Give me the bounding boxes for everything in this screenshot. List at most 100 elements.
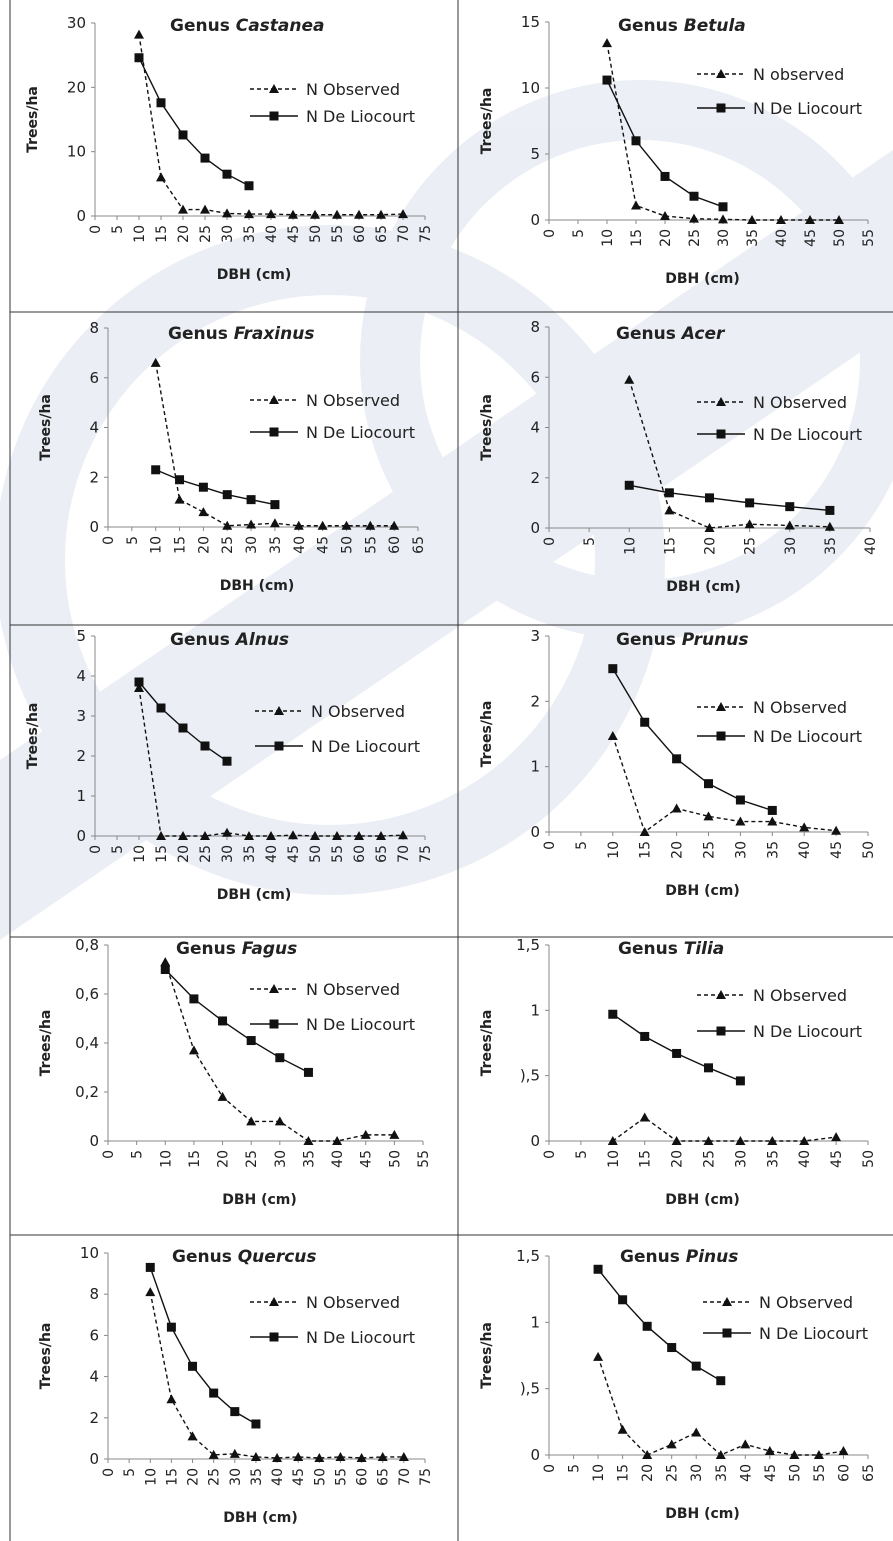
y-tick-label: 8 bbox=[530, 318, 540, 336]
x-tick-label: 5 bbox=[110, 845, 126, 854]
y-tick-label: 1 bbox=[76, 787, 86, 805]
x-tick-label: 45 bbox=[763, 1464, 779, 1482]
x-tick-label: 5 bbox=[582, 537, 598, 546]
x-tick-label: 75 bbox=[418, 845, 434, 863]
data-point-triangle bbox=[767, 816, 778, 826]
watermark-band bbox=[0, 150, 893, 940]
y-tick-label: 0 bbox=[530, 1132, 540, 1150]
data-point-square bbox=[200, 741, 210, 751]
legend-marker-triangle bbox=[716, 397, 726, 406]
x-tick-label: 45 bbox=[803, 229, 819, 247]
data-point-triangle bbox=[356, 1452, 367, 1462]
data-point-triangle bbox=[389, 520, 400, 530]
y-tick-label: ),5 bbox=[520, 1067, 540, 1085]
x-tick-label: 15 bbox=[638, 841, 654, 859]
data-point-triangle bbox=[208, 1449, 219, 1459]
series-observed bbox=[134, 683, 408, 840]
series-line bbox=[628, 379, 830, 529]
x-tick-label: 60 bbox=[352, 845, 368, 863]
data-point-triangle bbox=[666, 1439, 677, 1449]
data-point-square bbox=[209, 1388, 219, 1398]
legend: N Observed N De Liocourt bbox=[250, 980, 415, 1034]
x-tick-label: 15 bbox=[187, 1150, 203, 1168]
y-tick-label: 0 bbox=[89, 1450, 99, 1468]
x-tick-label: 35 bbox=[714, 1464, 730, 1482]
data-point-triangle bbox=[246, 1116, 257, 1126]
chart-title: Genus Castanea bbox=[170, 16, 325, 36]
data-point-square bbox=[222, 756, 232, 766]
data-point-square bbox=[145, 1262, 155, 1272]
x-tick-label: 35 bbox=[765, 1150, 781, 1168]
legend: N Observed N De Liocourt bbox=[250, 1293, 415, 1347]
x-axis-title: DBH (cm) bbox=[665, 1192, 740, 1208]
series-line bbox=[629, 484, 830, 512]
x-tick-label: 35 bbox=[249, 1468, 265, 1486]
x-tick-label: 20 bbox=[176, 845, 192, 863]
data-point-triangle bbox=[166, 1394, 177, 1404]
data-point-square bbox=[718, 202, 728, 212]
chart-title: Genus Quercus bbox=[172, 1247, 317, 1267]
x-tick-label: 10 bbox=[606, 841, 622, 859]
data-point-triangle bbox=[639, 1112, 650, 1122]
series-observed bbox=[150, 357, 400, 530]
data-point-triangle bbox=[293, 520, 304, 530]
watermark-ring bbox=[0, 225, 665, 895]
y-tick-label: 4 bbox=[89, 1368, 99, 1386]
data-point-triangle bbox=[222, 520, 233, 530]
chart-title-genus: Alnus bbox=[234, 630, 289, 650]
y-tick-label: 3 bbox=[76, 707, 86, 725]
chart-title: Genus Fraxinus bbox=[168, 324, 314, 344]
chart-title-genus: Fraxinus bbox=[234, 324, 315, 344]
y-tick-label: 0 bbox=[530, 1446, 540, 1464]
chart-title: Genus Betula bbox=[618, 16, 746, 36]
data-point-square bbox=[189, 994, 199, 1004]
x-tick-label: 40 bbox=[330, 1150, 346, 1168]
x-tick-label: 15 bbox=[173, 536, 189, 554]
data-point-square bbox=[198, 482, 208, 492]
data-point-triangle bbox=[767, 1136, 778, 1145]
x-axis-title: DBH (cm) bbox=[223, 1510, 298, 1526]
x-axis-title: DBH (cm) bbox=[665, 883, 740, 899]
x-axis-title: DBH (cm) bbox=[217, 887, 292, 903]
data-point-triangle bbox=[834, 215, 844, 224]
data-point-triangle bbox=[178, 831, 188, 840]
watermark bbox=[0, 80, 893, 940]
data-point-square bbox=[705, 493, 714, 503]
series-observed bbox=[160, 957, 400, 1145]
series-de-liocourt bbox=[593, 1264, 726, 1386]
x-axis-title: DBH (cm) bbox=[665, 1506, 740, 1522]
x-tick-label: 0 bbox=[542, 1464, 558, 1473]
legend-label: N Observed bbox=[753, 698, 847, 717]
data-point-square bbox=[716, 1376, 726, 1386]
x-tick-label: 0 bbox=[88, 225, 104, 234]
data-point-square bbox=[672, 754, 682, 764]
x-tick-label: 10 bbox=[143, 1468, 159, 1486]
data-point-square bbox=[785, 502, 795, 512]
x-tick-label: 75 bbox=[418, 1468, 434, 1486]
data-point-square bbox=[672, 1048, 682, 1058]
legend-marker-square bbox=[716, 731, 726, 741]
data-point-square bbox=[608, 664, 618, 674]
data-point-square bbox=[151, 465, 161, 475]
legend: N Observed N De Liocourt bbox=[250, 80, 415, 126]
data-point-triangle bbox=[272, 1452, 283, 1462]
series-line bbox=[164, 969, 309, 1074]
y-tick-label: 20 bbox=[67, 78, 86, 96]
y-tick-label: 4 bbox=[89, 419, 99, 437]
data-point-triangle bbox=[200, 831, 210, 840]
x-tick-label: 50 bbox=[787, 1464, 803, 1482]
data-point-triangle bbox=[671, 803, 682, 813]
x-tick-label: 30 bbox=[733, 841, 749, 859]
data-point-triangle bbox=[631, 200, 641, 210]
data-point-square bbox=[618, 1295, 628, 1305]
data-point-triangle bbox=[642, 1450, 653, 1459]
legend-label: N De Liocourt bbox=[311, 737, 420, 756]
y-tick-label: 2 bbox=[76, 747, 86, 765]
legend-label: N De Liocourt bbox=[753, 1022, 862, 1041]
data-point-square bbox=[270, 500, 280, 510]
legend: N Observed N De Liocourt bbox=[250, 391, 415, 442]
